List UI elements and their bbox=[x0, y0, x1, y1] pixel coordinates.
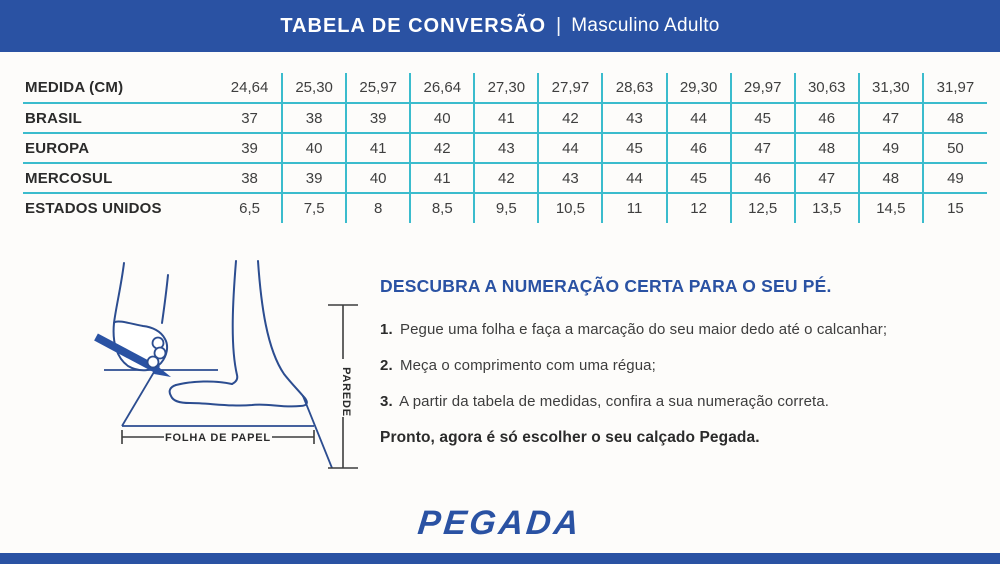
logo-row: PEGADA bbox=[0, 504, 1000, 543]
table-cell: 48 bbox=[793, 132, 859, 163]
row-label: EUROPA bbox=[23, 132, 218, 163]
finger-knuckles bbox=[146, 336, 167, 369]
row-label: MERCOSUL bbox=[23, 162, 218, 193]
table-cell: 14,5 bbox=[857, 192, 923, 223]
step-number: 2. bbox=[380, 357, 393, 374]
title-separator: | bbox=[556, 14, 562, 37]
table-cell: 25,97 bbox=[345, 73, 411, 103]
table-cell: 47 bbox=[857, 102, 923, 133]
table-cell: 41 bbox=[473, 102, 539, 133]
table-cell: 48 bbox=[857, 162, 923, 193]
table-cell: 8,5 bbox=[409, 192, 475, 223]
table-cell: 30,63 bbox=[793, 73, 859, 103]
table-cell: 15 bbox=[921, 192, 987, 223]
table-cell: 11 bbox=[601, 192, 667, 223]
table-cell: 29,97 bbox=[729, 73, 795, 103]
table-cell: 38 bbox=[218, 162, 283, 193]
table-cell: 9,5 bbox=[473, 192, 539, 223]
table-cell: 46 bbox=[665, 132, 731, 163]
table-cell: 42 bbox=[409, 132, 475, 163]
wall-label: PAREDE bbox=[340, 367, 352, 417]
step-number: 1. bbox=[380, 321, 393, 338]
table-cell: 27,97 bbox=[537, 73, 603, 103]
table-cell: 39 bbox=[345, 102, 411, 133]
instruction-steps: 1. Pegue uma folha e faça a marcação do … bbox=[380, 321, 935, 410]
header-band: TABELA DE CONVERSÃO | Masculino Adulto bbox=[0, 0, 1000, 52]
table-cell: 6,5 bbox=[218, 192, 283, 223]
table-cell: 31,30 bbox=[857, 73, 923, 103]
table-row: MERCOSUL 38 39 40 41 42 43 44 45 46 47 48 49 bbox=[23, 162, 987, 193]
table-cell: 49 bbox=[921, 162, 987, 193]
table-cell: 45 bbox=[665, 162, 731, 193]
paper-label: FOLHA DE PAPEL bbox=[165, 432, 271, 444]
step-number: 3. bbox=[380, 393, 393, 410]
table-cell: 42 bbox=[473, 162, 539, 193]
foot-measurement-illustration: PAREDE FOLHA DE PAPEL bbox=[94, 260, 358, 469]
table-cell: 31,97 bbox=[921, 73, 987, 103]
table-cell: 47 bbox=[729, 132, 795, 163]
table-cell: 44 bbox=[601, 162, 667, 193]
table-cell: 45 bbox=[729, 102, 795, 133]
table-cell: 42 bbox=[537, 102, 603, 133]
paper-sheet bbox=[121, 366, 333, 469]
table-cell: 12,5 bbox=[729, 192, 795, 223]
table-cell: 25,30 bbox=[281, 73, 347, 103]
page-subtitle: Masculino Adulto bbox=[571, 15, 720, 36]
instruction-step: 2. Meça o comprimento com uma régua; bbox=[380, 357, 656, 374]
table-cell: 50 bbox=[921, 132, 987, 163]
row-label: MEDIDA (CM) bbox=[25, 79, 124, 96]
table-cell: 40 bbox=[345, 162, 411, 193]
table-cell: 8 bbox=[345, 192, 411, 223]
page-title: TABELA DE CONVERSÃO bbox=[280, 14, 547, 37]
table-cell: 45 bbox=[601, 132, 667, 163]
table-cell: 27,30 bbox=[473, 73, 539, 103]
table-cell: 41 bbox=[345, 132, 411, 163]
conversion-table-body: MEDIDA (CM) 24,64 25,30 25,97 26,64 27,30 27,9… bbox=[23, 73, 987, 223]
table-cell: 39 bbox=[281, 162, 347, 193]
table-row: MEDIDA (CM) 24,64 25,30 25,97 26,64 27,30 27,9… bbox=[23, 73, 987, 103]
foot-outline bbox=[168, 260, 308, 408]
table-row: BRASIL 37 38 39 40 41 42 43 44 45 46 47 48 bbox=[23, 102, 987, 133]
instruction-step: 1. Pegue uma folha e faça a marcação do … bbox=[380, 321, 888, 338]
table-cell: 46 bbox=[793, 102, 859, 133]
table-cell: 47 bbox=[793, 162, 859, 193]
table-cell: 37 bbox=[218, 102, 283, 133]
table-cell: 43 bbox=[601, 102, 667, 133]
size-table: MEDIDA (CM) 24,64 25,30 25,97 26,64 27,30 27,9… bbox=[23, 73, 987, 223]
table-cell: 39 bbox=[218, 132, 283, 163]
table-cell: 12 bbox=[665, 192, 731, 223]
table-row: EUROPA 39 40 41 42 43 44 45 46 47 48 49 50 bbox=[23, 132, 987, 163]
table-cell: 26,64 bbox=[409, 73, 475, 103]
table-row: ESTADOS UNIDOS 6,5 7,5 8 8,5 9,5 10,5 11 12 12,5 1… bbox=[23, 192, 987, 223]
table-cell: 10,5 bbox=[537, 192, 603, 223]
table-cell: 13,5 bbox=[793, 192, 859, 223]
table-cell: 7,5 bbox=[281, 192, 347, 223]
table-cell: 40 bbox=[281, 132, 347, 163]
table-cell: 38 bbox=[281, 102, 347, 133]
table-cell: 41 bbox=[409, 162, 475, 193]
table-cell: 46 bbox=[729, 162, 795, 193]
table-cell: 40 bbox=[409, 102, 475, 133]
table-cell: 49 bbox=[857, 132, 923, 163]
table-cell: 43 bbox=[537, 162, 603, 193]
paper-measure-line bbox=[121, 430, 315, 444]
instructions-block: DESCUBRA A NUMERAÇÃO CERTA PARA O SEU PÉ… bbox=[380, 276, 935, 447]
row-label: ESTADOS UNIDOS bbox=[23, 192, 218, 223]
row-label: BRASIL bbox=[23, 102, 218, 133]
table-cell: 24,64 bbox=[230, 79, 269, 96]
instructions-heading: DESCUBRA A NUMERAÇÃO CERTA PARA O SEU PÉ… bbox=[380, 276, 832, 296]
table-cell: 44 bbox=[537, 132, 603, 163]
table-cell: 28,63 bbox=[601, 73, 667, 103]
bottom-accent-bar bbox=[0, 553, 1000, 564]
instruction-step: 3. A partir da tabela de medidas, confir… bbox=[380, 393, 830, 410]
table-cell: 29,30 bbox=[665, 73, 731, 103]
conversion-table: MEDIDA (CM) 24,64 25,30 25,97 26,64 27,30 27,9… bbox=[23, 73, 987, 223]
table-cell: 48 bbox=[921, 102, 987, 133]
table-cell: 43 bbox=[473, 132, 539, 163]
wall-measure-line bbox=[328, 304, 358, 469]
pegada-logo: PEGADA bbox=[416, 504, 584, 542]
instructions-closing: Pronto, agora é só escolher o seu calçad… bbox=[380, 429, 760, 446]
table-cell: 44 bbox=[665, 102, 731, 133]
